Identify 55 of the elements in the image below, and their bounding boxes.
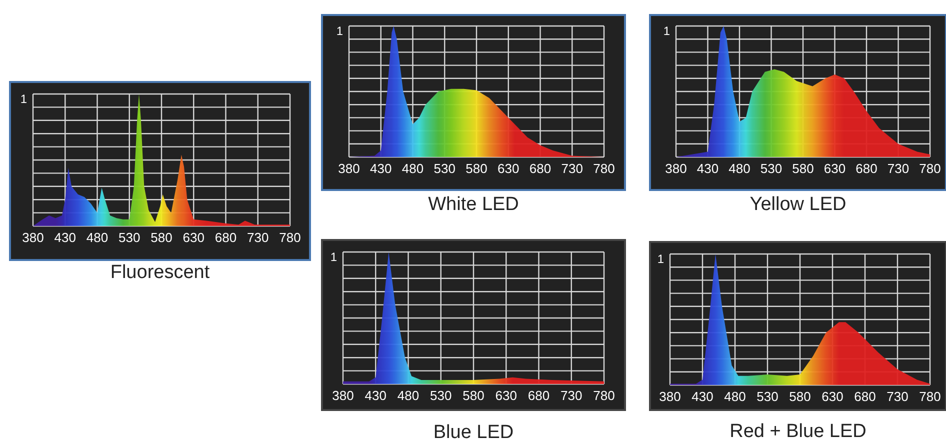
x-tick-label: 580: [462, 388, 484, 403]
x-tick-label: 530: [760, 161, 782, 176]
x-tick-label: 530: [430, 388, 452, 403]
x-tick-label: 480: [402, 161, 424, 176]
x-tick-label: 780: [593, 161, 615, 176]
text: 1: [20, 92, 28, 106]
x-tick-label: 730: [561, 161, 583, 176]
text: White LED: [428, 194, 519, 215]
text: 1: [330, 250, 338, 264]
x-tick-label: 730: [247, 230, 269, 245]
x-tick-label: 380: [332, 388, 354, 403]
x-tick-label: 680: [856, 161, 878, 176]
text: 1: [663, 24, 670, 38]
x-tick-label: 430: [696, 161, 719, 176]
x-tick-label: 580: [789, 389, 811, 404]
x-tick-label: 630: [495, 388, 517, 403]
x-tick-label: 630: [822, 389, 844, 404]
x-tick-label: 780: [279, 230, 301, 245]
x-tick-label: 630: [498, 161, 520, 176]
x-tick-label: 380: [22, 230, 44, 245]
x-tick-label: 480: [728, 161, 750, 176]
text: 1: [657, 252, 664, 266]
text: Fluorescent: [110, 262, 210, 283]
x-tick-label: 430: [54, 230, 76, 245]
text: Yellow LED: [750, 194, 846, 215]
text: Blue LED: [433, 422, 514, 443]
x-tick-label: 530: [434, 161, 456, 176]
x-tick-label: 380: [665, 161, 687, 176]
x-tick-label: 480: [724, 389, 746, 404]
x-tick-label: 680: [854, 389, 876, 404]
x-tick-label: 530: [118, 230, 140, 245]
x-tick-label: 530: [756, 389, 778, 404]
x-tick-label: 580: [792, 161, 814, 176]
x-tick-label: 430: [692, 389, 714, 404]
x-tick-label: 680: [214, 230, 237, 245]
x-tick-label: 580: [466, 161, 488, 176]
x-tick-label: 680: [528, 388, 550, 403]
x-tick-label: 730: [560, 388, 582, 403]
text: Red + Blue LED: [730, 421, 866, 442]
x-tick-label: 480: [86, 230, 108, 245]
x-tick-label: 430: [370, 161, 392, 176]
x-tick-label: 780: [919, 161, 941, 176]
x-tick-label: 380: [338, 161, 360, 176]
x-tick-label: 630: [182, 230, 204, 245]
text: 1: [336, 24, 344, 38]
x-tick-label: 480: [397, 388, 420, 403]
x-tick-label: 430: [364, 388, 386, 403]
x-tick-label: 780: [919, 389, 941, 404]
x-tick-label: 380: [659, 389, 681, 404]
x-tick-label: 680: [529, 161, 552, 176]
x-tick-label: 730: [886, 389, 908, 404]
x-tick-label: 630: [824, 161, 846, 176]
x-tick-label: 580: [150, 230, 172, 245]
x-tick-label: 730: [887, 161, 910, 176]
x-tick-label: 780: [593, 388, 615, 403]
